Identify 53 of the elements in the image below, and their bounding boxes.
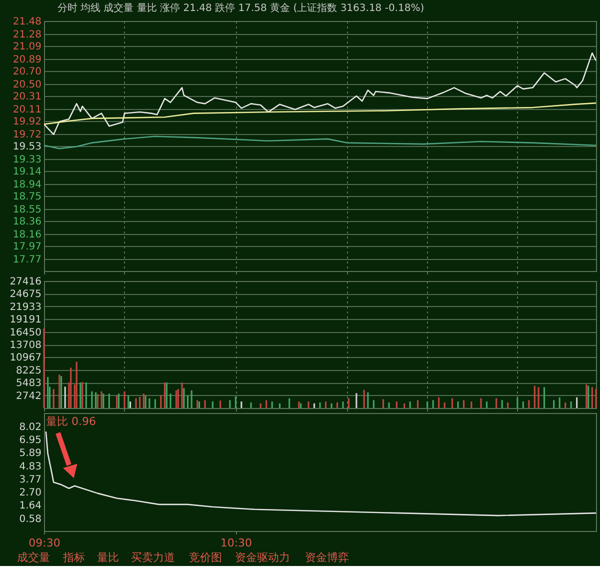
- y-tick-label: 20.11: [12, 104, 42, 116]
- y-tick-label: 18.75: [12, 192, 42, 202]
- x-tick-label: 09:30: [28, 536, 60, 550]
- y-tick-label: 20.50: [12, 79, 42, 90]
- y-tick-label: 8.02: [19, 422, 42, 433]
- y-tick-label: 5.89: [19, 448, 42, 460]
- y-tick-label: 18.94: [12, 179, 42, 190]
- y-tick-label: 27416: [10, 276, 42, 288]
- y-tick-label: 19.92: [12, 116, 42, 128]
- text: 量比: [97, 551, 119, 564]
- text: 资金驱动力: [235, 551, 290, 564]
- y-tick-label: 2.70: [19, 488, 42, 499]
- annotation: 量比 0.96: [46, 415, 96, 428]
- text: 指标: [62, 551, 85, 564]
- y-tick-label: 21.28: [12, 29, 42, 40]
- y-tick-label: 19.33: [12, 154, 42, 166]
- y-tick-label: 16450: [10, 327, 42, 338]
- y-tick-label: 20.89: [12, 54, 42, 66]
- y-tick-label: 21.09: [12, 42, 42, 52]
- y-tick-label: 18.55: [12, 204, 42, 216]
- line-series: [44, 52, 596, 136]
- y-tick-label: 17.77: [12, 254, 42, 266]
- y-tick-label: 2742: [16, 390, 42, 402]
- text: 买卖力道: [131, 551, 175, 564]
- y-tick-label: 1.64: [19, 500, 42, 512]
- line-series: [45, 430, 596, 516]
- y-tick-label: 0.58: [19, 514, 42, 525]
- y-tick-label: 19.72: [12, 129, 42, 140]
- y-tick-label: 18.36: [12, 216, 42, 228]
- y-tick-label: 4.83: [19, 461, 42, 472]
- chart-title: 分时 均线 成交量 量比 涨停 21.48 跌停 17.58 黄金 (上证指数 3163.18 -0.18%): [57, 2, 424, 14]
- y-tick-label: 18.16: [12, 229, 42, 240]
- text: 成交量: [17, 551, 50, 564]
- line-series: [44, 102, 596, 125]
- text: 资金博弈: [305, 551, 349, 564]
- y-tick-label: 17.97: [12, 242, 42, 252]
- y-tick-label: 8225: [16, 365, 42, 376]
- y-tick-label: 21933: [10, 302, 42, 313]
- y-tick-label: 3.77: [19, 474, 42, 486]
- text: 竞价图: [189, 551, 222, 564]
- y-tick-label: 24675: [10, 289, 42, 300]
- y-tick-label: 20.70: [12, 66, 42, 78]
- y-tick-label: 13708: [10, 340, 42, 351]
- line-series: [44, 136, 596, 150]
- y-tick-label: 19.53: [12, 142, 42, 152]
- y-tick-label: 5483: [16, 378, 42, 390]
- x-tick-label: 10:30: [220, 536, 252, 550]
- y-tick-label: 6.95: [19, 435, 42, 446]
- y-tick-label: 21.48: [12, 16, 42, 28]
- y-tick-label: 20.31: [12, 92, 42, 102]
- y-tick-label: 19.14: [12, 166, 42, 178]
- y-tick-label: 10967: [10, 352, 42, 364]
- y-tick-label: 19191: [10, 314, 42, 326]
